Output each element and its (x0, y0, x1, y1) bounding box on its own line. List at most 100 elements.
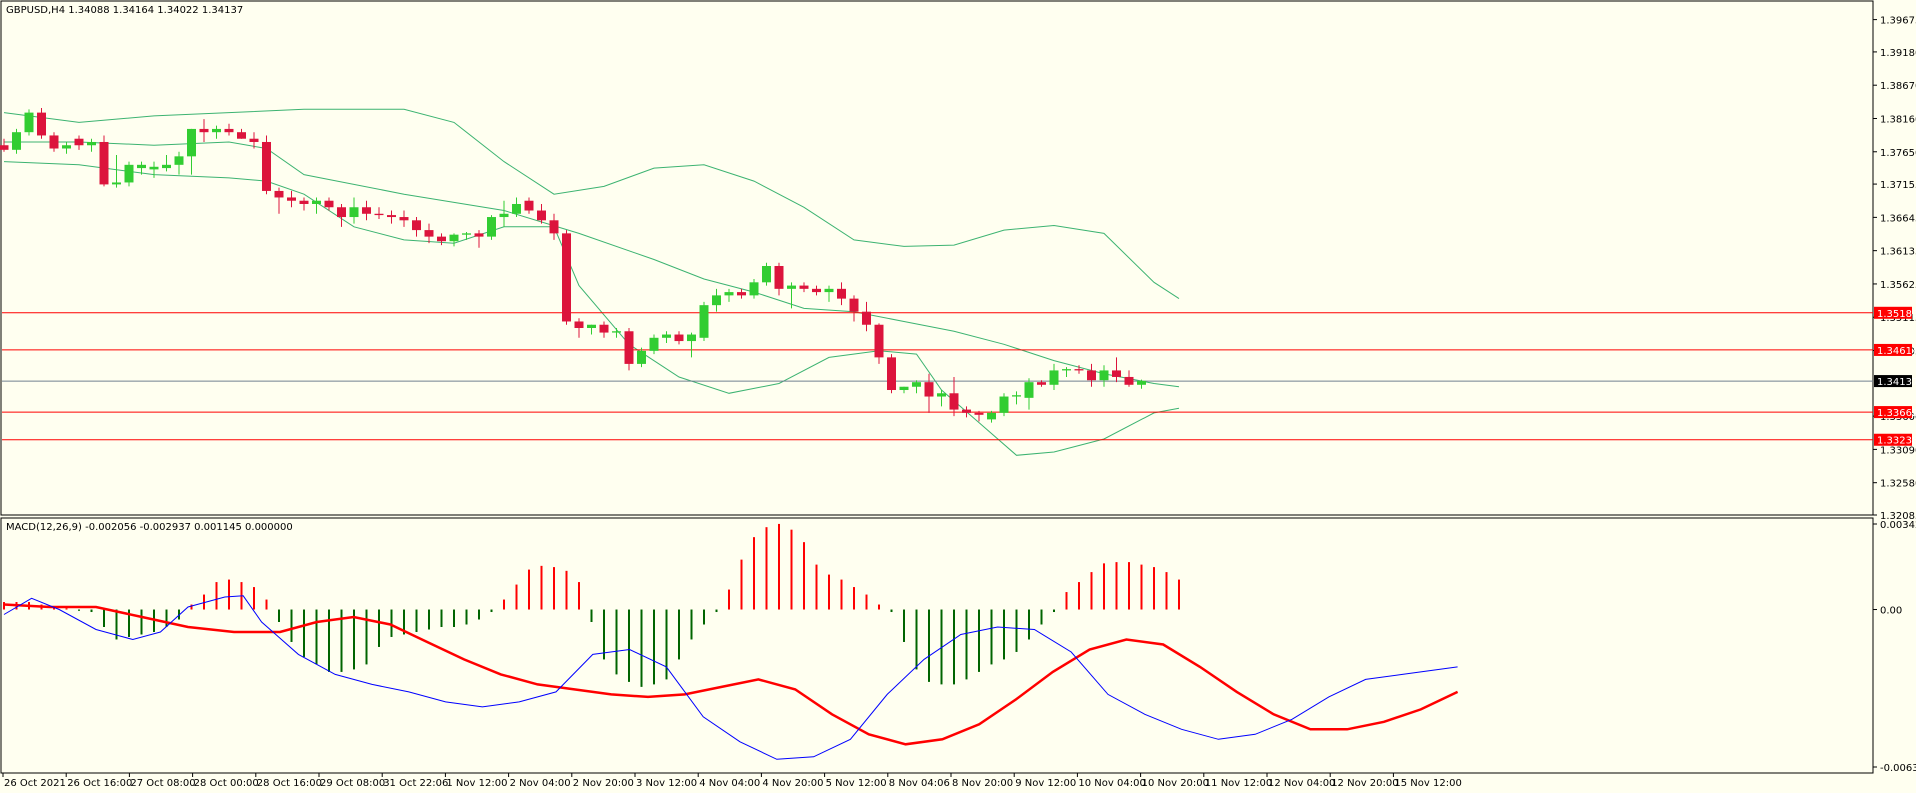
candle (799, 282, 809, 293)
candle (537, 203, 546, 224)
x-tick-label: 15 Nov 12:00 (1394, 778, 1461, 789)
candle-body (849, 298, 859, 312)
candle (12, 128, 21, 154)
candle (174, 151, 184, 175)
x-tick-label: 29 Oct 08:00 (320, 778, 385, 789)
candle-body (324, 200, 334, 208)
x-tick-label: 26 Oct 16:00 (67, 778, 132, 789)
candle-body (287, 197, 296, 201)
x-tick-label: 4 Nov 20:00 (762, 778, 823, 789)
x-tick-label: 2 Nov 04:00 (510, 778, 571, 789)
candle (237, 128, 246, 139)
candle-body (687, 334, 696, 342)
candle-body (612, 331, 621, 333)
y-tick-label: 1.32580 (1880, 479, 1916, 490)
x-tick-label: 12 Nov 04:00 (1268, 778, 1335, 789)
candle (112, 155, 121, 188)
candle-body (949, 393, 959, 410)
candle (824, 285, 834, 302)
candle (1049, 363, 1059, 391)
candle (212, 125, 221, 139)
candle-body (1137, 380, 1146, 385)
candle-body (0, 145, 9, 150)
candle (399, 210, 409, 227)
candle-body (999, 396, 1009, 413)
candle-body (549, 220, 559, 234)
candle (787, 282, 796, 309)
candle (762, 262, 771, 286)
y-tick-label: 1.37155 (1880, 180, 1916, 191)
candle-body (724, 292, 734, 296)
candle-body (412, 220, 421, 231)
candle-body (487, 217, 496, 237)
candle (624, 328, 634, 371)
candle-body (199, 128, 209, 133)
axes: 1.39675 1.39180 1.38670 1.38160 1.37650 1.371… (2, 16, 1916, 789)
candle-body (349, 207, 359, 218)
candle-body (799, 285, 809, 289)
signal-line (3, 603, 1459, 746)
candle (1099, 365, 1109, 387)
candle-body (1024, 382, 1034, 398)
candle (974, 410, 984, 422)
candle-body (1124, 376, 1134, 385)
candle-body (399, 217, 409, 221)
candle (224, 123, 234, 136)
candle-body (824, 288, 834, 293)
candle-body (749, 282, 759, 296)
candle (474, 230, 484, 248)
candle-body (774, 265, 784, 289)
candle (949, 376, 959, 417)
candle-body (762, 265, 771, 283)
band-upper (3, 108, 1180, 300)
candle (862, 301, 871, 332)
y-tick-label: 1.35625 (1880, 280, 1916, 291)
candle-body (587, 324, 596, 329)
candle-body (499, 213, 509, 218)
x-tick-label: 28 Oct 00:00 (194, 778, 259, 789)
candle-body (787, 285, 796, 289)
x-tick-label: 10 Nov 04:00 (1078, 778, 1145, 789)
candle (0, 138, 9, 152)
candle (562, 230, 571, 325)
candle-body (674, 334, 684, 342)
candle-body (599, 324, 609, 333)
candle-body (112, 182, 121, 185)
candle-body (262, 141, 271, 191)
candle-body (124, 164, 134, 183)
candle-body (62, 145, 71, 149)
candle (324, 197, 334, 211)
candle-body (1074, 369, 1084, 371)
x-tick-label: 31 Oct 22:06 (383, 778, 448, 789)
candle (99, 135, 109, 187)
candle-body (887, 357, 896, 391)
main-pane[interactable] (0, 0, 1874, 516)
candle-body (574, 321, 584, 329)
candle (849, 295, 859, 322)
y-tick-label: 1.33090 (1880, 445, 1916, 456)
candle (724, 288, 734, 302)
candle (449, 233, 459, 247)
candle (149, 161, 159, 178)
macd-plot (3, 523, 1459, 760)
candle (487, 215, 496, 240)
x-tick-label: 5 Nov 12:00 (826, 778, 887, 789)
candle-body (1012, 395, 1021, 397)
candle-body (237, 132, 246, 139)
symbol-info: GBPUSD,H4 1.34088 1.34164 1.34022 1.3413… (6, 5, 243, 16)
candle-body (74, 138, 84, 146)
candle-body (187, 128, 196, 157)
candle-body (512, 203, 521, 214)
current-price-tag (1874, 375, 1912, 388)
candle (412, 217, 421, 237)
candle (874, 323, 884, 364)
macd-pane[interactable] (0, 517, 1874, 774)
candle (287, 190, 296, 208)
x-tick-label: 2 Nov 20:00 (573, 778, 634, 789)
candle (187, 128, 196, 175)
candle (737, 288, 746, 299)
y-tick-label: 1.32085 (1880, 511, 1916, 522)
band-middle (4, 141, 1180, 388)
candle (999, 393, 1009, 417)
macd-y-tick-label: 0.00 (1880, 606, 1902, 617)
